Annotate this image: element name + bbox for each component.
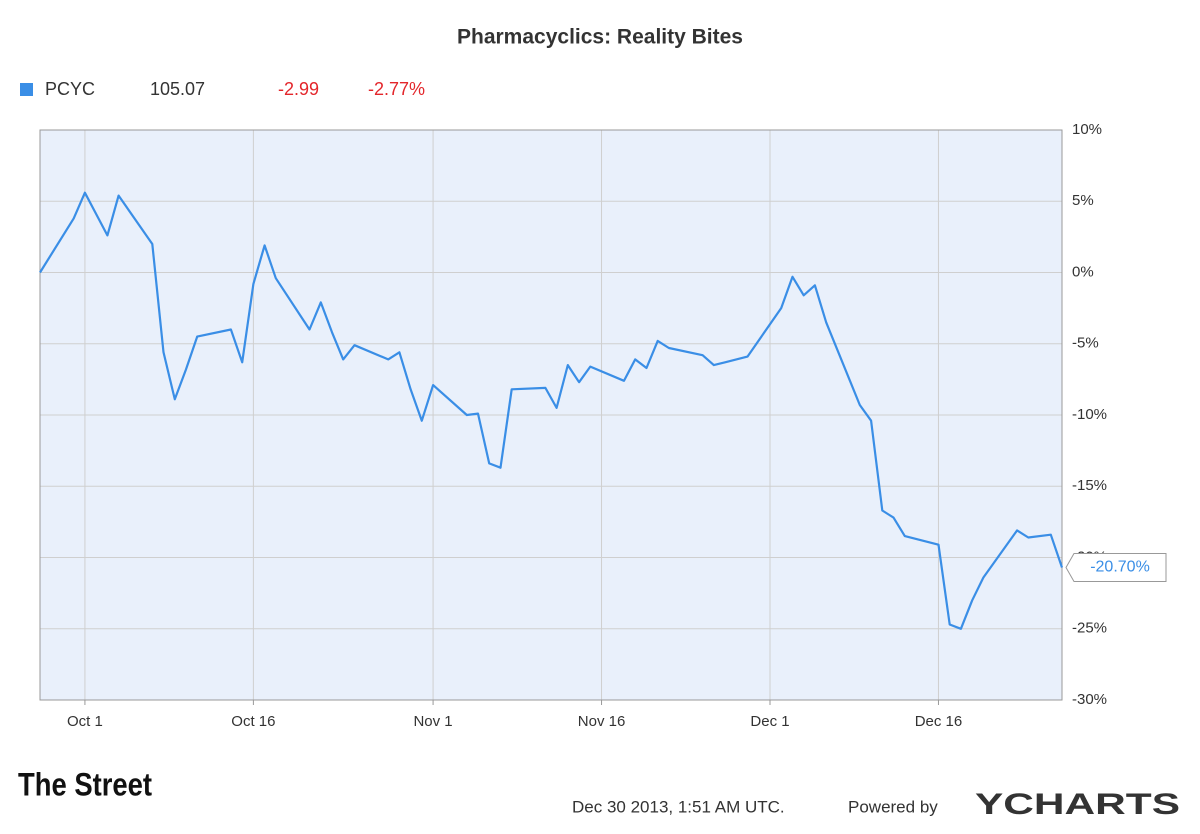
x-tick-label: Nov 1 (413, 713, 452, 730)
quote-change-percent: -2.77% (368, 79, 425, 99)
y-tick-label: 5% (1072, 192, 1094, 209)
x-tick-label: Dec 16 (915, 713, 963, 730)
y-tick-label: -5% (1072, 335, 1099, 352)
x-tick-label: Oct 1 (67, 713, 103, 730)
value-label: -20.70% (1090, 559, 1150, 576)
x-tick-label: Oct 16 (231, 713, 275, 730)
y-tick-label: -25% (1072, 620, 1107, 637)
quote-price: 105.07 (150, 79, 205, 99)
footer-brand: The Street (18, 766, 152, 802)
chart-title: Pharmacyclics: Reality Bites (457, 26, 743, 49)
value-label-box (1065, 552, 1167, 582)
quote-change: -2.99 (278, 79, 319, 99)
y-tick-label: -10% (1072, 406, 1107, 423)
y-tick-label: 10% (1072, 121, 1102, 138)
plot-border (39, 129, 1063, 701)
legend-label: PCYC (45, 79, 95, 99)
y-tick-label: -30% (1072, 691, 1107, 708)
x-tick-label: Nov 16 (578, 713, 626, 730)
legend-swatch (20, 83, 33, 96)
y-tick-label: -15% (1072, 477, 1107, 494)
footer-timestamp: Dec 30 2013, 1:51 AM UTC. (572, 797, 785, 816)
line (39, 191, 1064, 630)
x-tick-label: Dec 1 (750, 713, 789, 730)
footer-provider: YCHARTS (975, 788, 1180, 821)
footer-powered-by: Powered by (848, 797, 938, 816)
y-tick-label: 0% (1072, 263, 1094, 280)
